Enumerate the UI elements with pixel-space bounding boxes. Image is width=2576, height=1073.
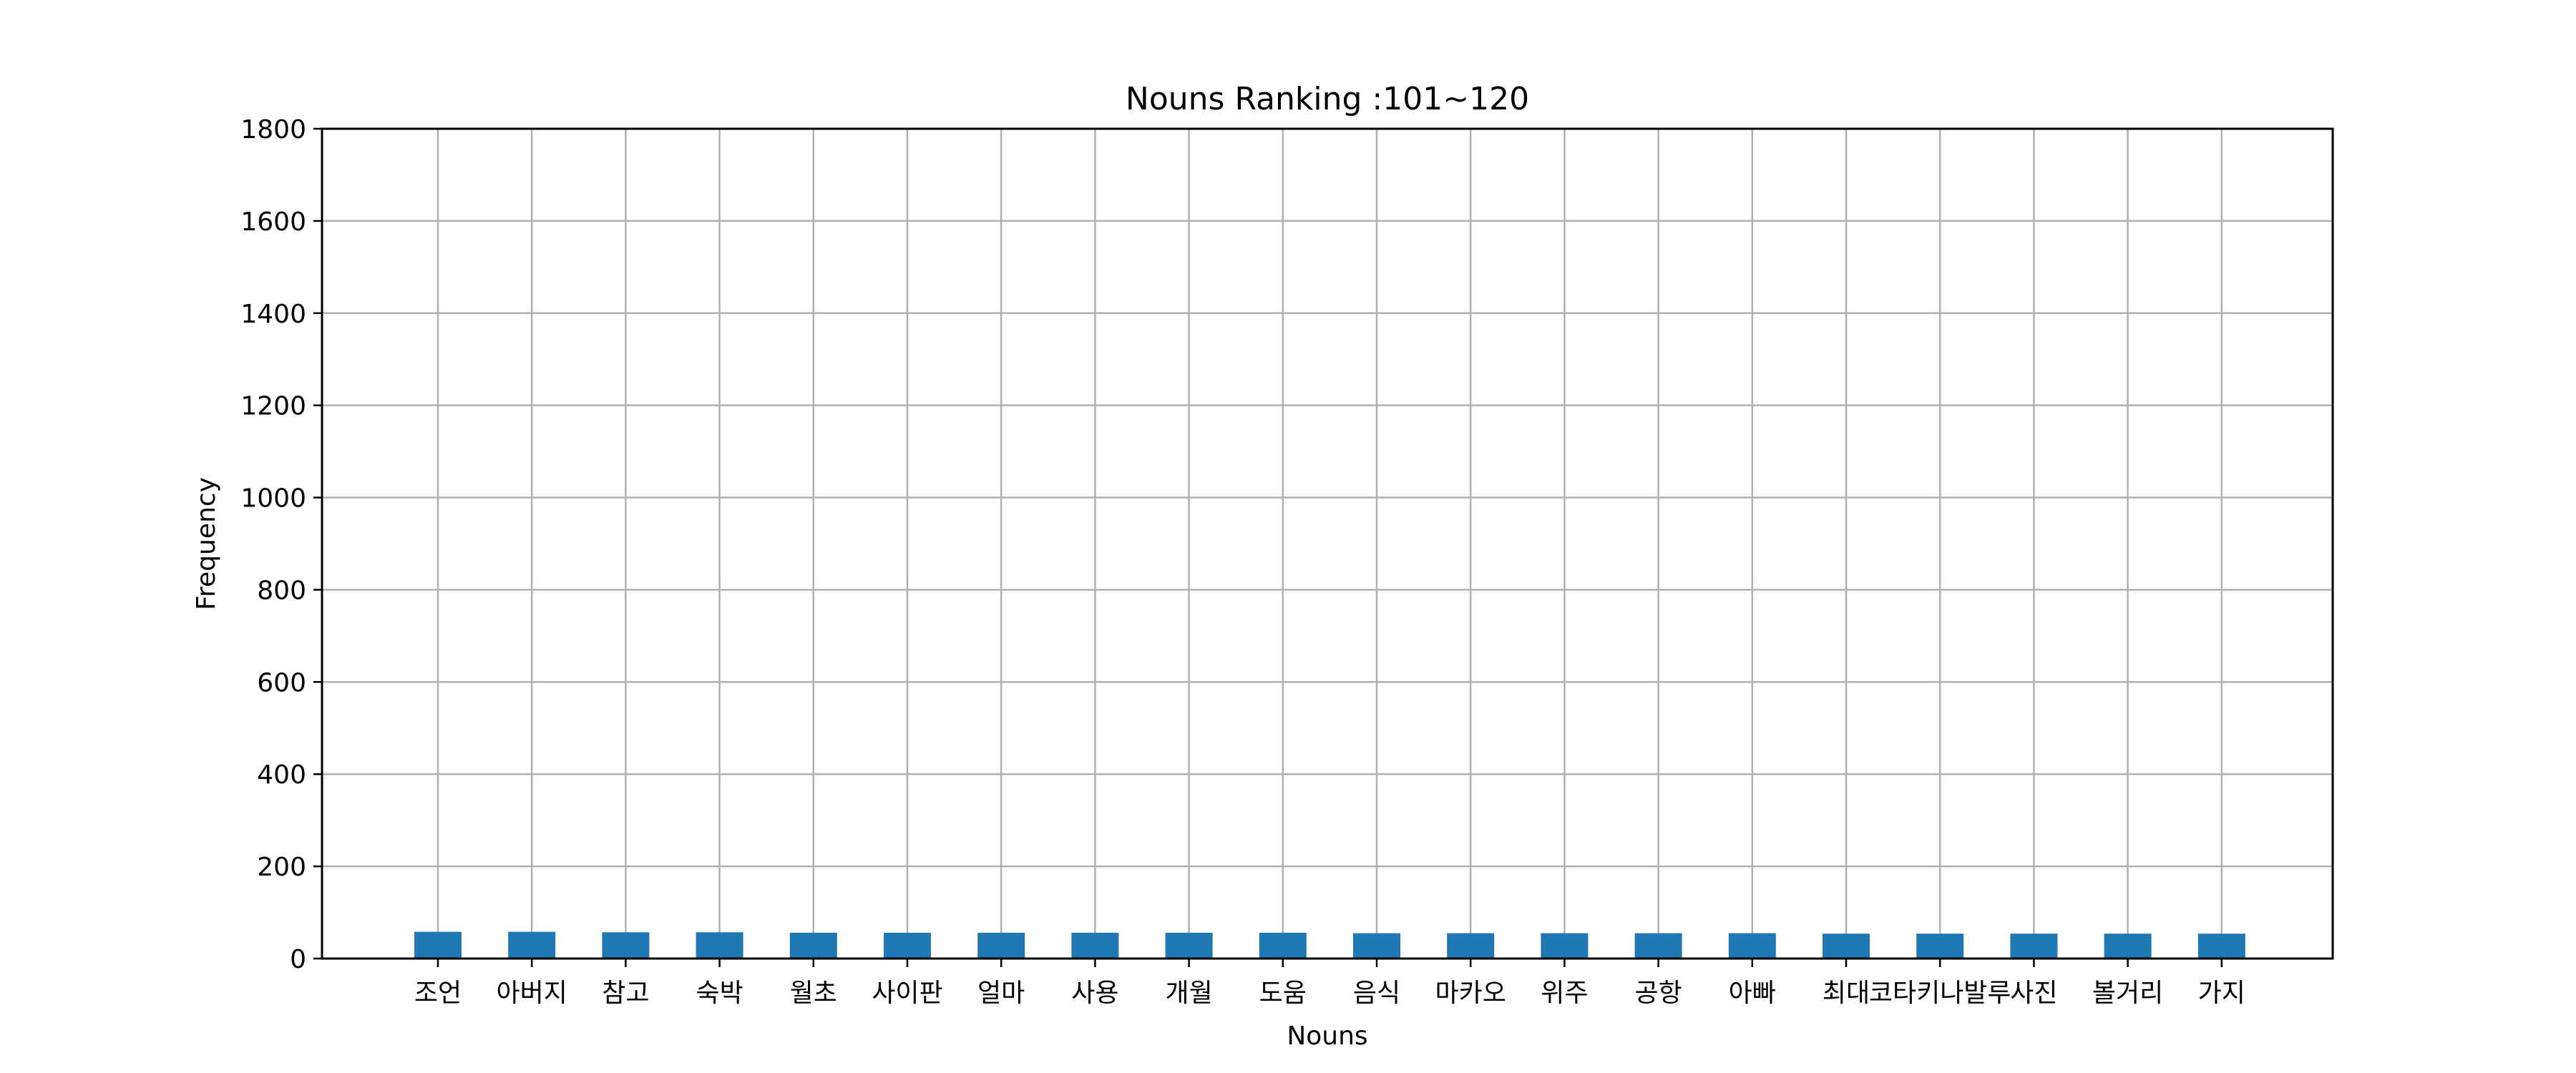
bar bbox=[1071, 932, 1119, 959]
bar bbox=[1447, 933, 1495, 959]
bar bbox=[508, 931, 556, 959]
bar bbox=[789, 932, 837, 959]
bar bbox=[696, 932, 743, 959]
x-tick-label: 참고 bbox=[602, 979, 649, 1008]
x-tick-label: 코타키나발루 bbox=[1869, 979, 2011, 1008]
y-tick-label: 0 bbox=[290, 945, 306, 974]
y-tick-label: 600 bbox=[257, 668, 306, 697]
x-tick-label: 최대 bbox=[1823, 979, 1870, 1008]
x-tick-label: 가지 bbox=[2198, 979, 2245, 1008]
x-tick-label: 조언 bbox=[414, 979, 462, 1008]
y-tick-label: 800 bbox=[257, 576, 306, 605]
bar bbox=[1353, 933, 1400, 959]
bar bbox=[2104, 934, 2152, 959]
bar bbox=[414, 931, 462, 959]
bar bbox=[1259, 932, 1307, 959]
bar bbox=[602, 932, 650, 959]
bar bbox=[977, 932, 1025, 959]
x-tick-label: 위주 bbox=[1541, 979, 1588, 1008]
x-tick-label: 음식 bbox=[1353, 979, 1400, 1008]
y-tick-label: 1000 bbox=[240, 484, 306, 514]
bar bbox=[2010, 934, 2058, 959]
bar bbox=[1165, 932, 1213, 959]
y-tick-label: 1600 bbox=[240, 207, 306, 237]
plot-frame bbox=[321, 127, 2334, 960]
x-axis-ticks: 조언 아버지 참고 숙박 월초 사이판 얼마 사용 개월 도움 음식 마카오 위주 공항 아빠 최대코타키나발… bbox=[414, 959, 2245, 1008]
bar bbox=[1823, 934, 1870, 959]
x-tick-label: 마카오 bbox=[1435, 979, 1506, 1008]
bars bbox=[414, 931, 2245, 959]
y-tick-label: 1800 bbox=[240, 115, 306, 144]
bar bbox=[1728, 933, 1776, 959]
y-tick-label: 1400 bbox=[240, 300, 306, 329]
bar bbox=[884, 932, 931, 959]
x-axis-label: Nouns bbox=[1287, 1021, 1367, 1051]
grid-lines bbox=[322, 127, 2333, 960]
y-axis-ticks: 0 200 400 600 800 1000 1200 1400 1600 1800 bbox=[240, 115, 322, 974]
bar bbox=[1541, 933, 1589, 959]
y-tick-label: 400 bbox=[257, 760, 306, 790]
x-tick-label: 사용 bbox=[1071, 979, 1118, 1008]
x-tick-label: 공항 bbox=[1634, 979, 1682, 1008]
x-tick-label: 월초 bbox=[790, 979, 837, 1008]
x-tick-label: 개월 bbox=[1165, 979, 1212, 1008]
y-tick-label: 200 bbox=[257, 853, 306, 882]
y-axis-label: Frequency bbox=[192, 477, 221, 610]
y-tick-label: 1200 bbox=[240, 392, 306, 421]
x-tick-label: 얼마 bbox=[977, 979, 1025, 1008]
bar bbox=[2197, 934, 2245, 959]
bar bbox=[1634, 933, 1682, 959]
bar bbox=[1916, 934, 1964, 959]
x-tick-label: 아버지 bbox=[497, 979, 567, 1008]
chart-title: Nouns Ranking :101~120 bbox=[1126, 81, 1529, 117]
x-tick-label: 사진 bbox=[2010, 979, 2057, 1008]
x-tick-label: 사이판 bbox=[872, 979, 942, 1008]
x-tick-label: 숙박 bbox=[696, 979, 743, 1008]
x-tick-label: 아빠 bbox=[1729, 979, 1776, 1008]
x-tick-label: 도움 bbox=[1259, 979, 1307, 1008]
x-tick-label: 볼거리 bbox=[2092, 979, 2163, 1008]
